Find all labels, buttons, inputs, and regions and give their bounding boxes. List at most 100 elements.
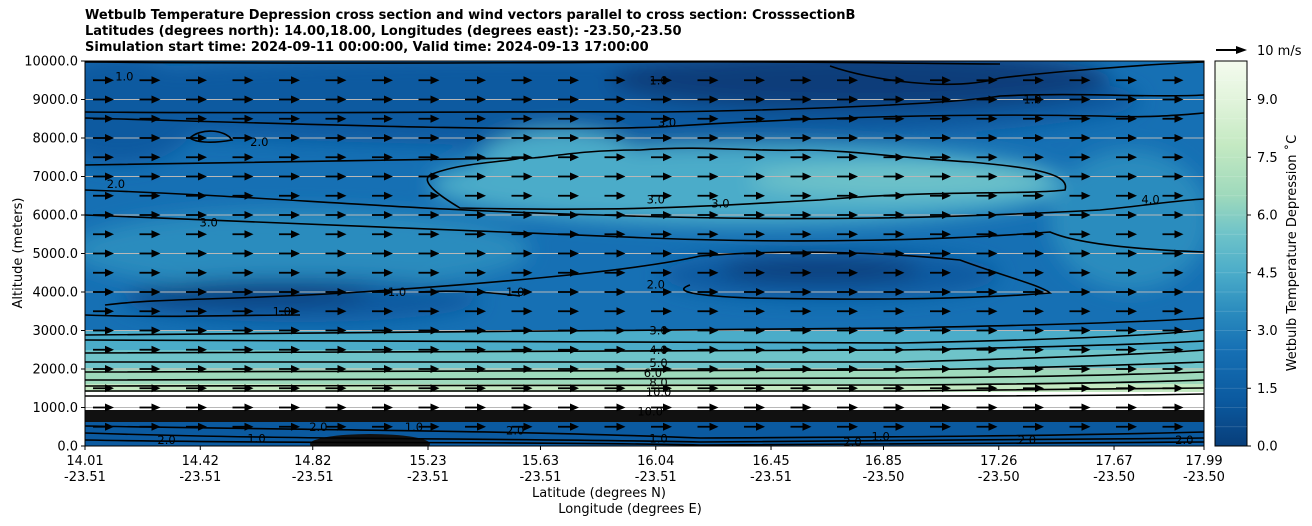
wind-vector-head bbox=[337, 422, 347, 431]
wind-vector-head bbox=[1035, 307, 1044, 316]
wind-vector-head bbox=[105, 268, 114, 277]
wind-vector-head bbox=[942, 172, 951, 181]
wind-vector-head bbox=[988, 153, 998, 162]
wind-vector-head bbox=[198, 403, 207, 412]
wind-vector-head bbox=[430, 422, 440, 431]
wind-vector-head bbox=[663, 76, 672, 85]
wind-vector-head bbox=[663, 403, 672, 412]
wind-vector-head bbox=[802, 191, 812, 200]
wind-vector-head bbox=[1035, 345, 1044, 354]
wind-vector-head bbox=[663, 191, 672, 200]
wind-vector-head bbox=[802, 422, 812, 431]
wind-vector-head bbox=[895, 403, 905, 412]
wind-vector-head bbox=[244, 288, 254, 296]
wind-vector-head bbox=[616, 288, 626, 296]
wind-vector-head bbox=[849, 268, 858, 277]
x-axis: 14.01-23.5114.42-23.5114.82-23.5115.23-2… bbox=[64, 446, 1225, 485]
wind-vector-head bbox=[802, 114, 812, 123]
wind-vector-head bbox=[849, 76, 858, 85]
contour-label: 2.0 bbox=[1018, 433, 1036, 447]
contour-line bbox=[85, 379, 1204, 388]
wind-vector-head bbox=[151, 384, 161, 393]
wind-vector-head bbox=[663, 365, 672, 373]
wind-vector-head bbox=[570, 288, 579, 296]
wind-vector-head bbox=[523, 326, 533, 335]
wind-vector-head bbox=[988, 326, 998, 335]
wind-vector-head bbox=[756, 172, 765, 181]
wind-vector-head bbox=[942, 268, 951, 277]
x-tick-label-lat: 14.01 bbox=[66, 454, 103, 469]
wind-vector-head bbox=[756, 345, 765, 354]
wind-vector-head bbox=[337, 172, 347, 181]
wind-vector-head bbox=[1081, 134, 1091, 142]
wind-vector-head bbox=[477, 95, 486, 104]
wind-vector-head bbox=[105, 307, 114, 316]
wind-vector-head bbox=[1081, 95, 1091, 104]
wind-vector-head bbox=[523, 134, 533, 142]
wind-vector-head bbox=[105, 403, 114, 412]
wind-vector-head bbox=[384, 172, 393, 181]
wind-vector-head bbox=[709, 268, 719, 277]
wind-vector-head bbox=[709, 422, 719, 431]
contour-label: 1.0 bbox=[247, 431, 265, 445]
wind-vector-head bbox=[244, 422, 254, 431]
wind-vector-head bbox=[384, 268, 393, 277]
wind-vector-head bbox=[616, 384, 626, 393]
wind-vector-head bbox=[1081, 307, 1091, 316]
x-tick-label-lon: -23.51 bbox=[407, 470, 449, 485]
wind-vector-head bbox=[756, 326, 765, 335]
wind-vector-head bbox=[430, 211, 440, 219]
wind-vector-head bbox=[244, 365, 254, 373]
wind-vector-head bbox=[895, 211, 905, 219]
wind-vector-head bbox=[616, 172, 626, 181]
wind-vector-head bbox=[756, 268, 765, 277]
wind-vector-head bbox=[105, 249, 114, 258]
contour-line bbox=[85, 361, 1204, 373]
wind-vector-head bbox=[430, 134, 440, 142]
wind-vector-head bbox=[291, 326, 300, 335]
wind-vector-head bbox=[570, 211, 579, 219]
contour-label: 10.0 bbox=[637, 404, 663, 418]
y-tick-label: 10000.0 bbox=[24, 55, 78, 70]
wind-vector-head bbox=[105, 172, 114, 181]
wind-vector-head bbox=[616, 211, 626, 219]
wind-vector-head bbox=[802, 403, 812, 412]
wind-vector-head bbox=[709, 153, 719, 162]
x-tick-label-lon: -23.50 bbox=[863, 470, 905, 485]
contour-label: 1.0 bbox=[649, 431, 667, 445]
wind-vector-head bbox=[570, 95, 579, 104]
wind-vector-head bbox=[1081, 403, 1091, 412]
wind-vector-head bbox=[198, 134, 207, 142]
colorbar-tick-label: 0.0 bbox=[1257, 440, 1278, 455]
wind-vector-head bbox=[709, 211, 719, 219]
wind-vector-head bbox=[1081, 249, 1091, 258]
wind-vector-head bbox=[151, 307, 161, 316]
contour-line bbox=[189, 130, 234, 143]
wind-vector-head bbox=[1081, 365, 1091, 373]
wind-vector-head bbox=[477, 134, 486, 142]
colorbar-label: Wetbulb Temperature Depression ˚C bbox=[1284, 135, 1300, 372]
wind-vector-head bbox=[1081, 345, 1091, 354]
wind-vector-head bbox=[988, 230, 998, 239]
wind-vector-head bbox=[151, 268, 161, 277]
wind-vector-head bbox=[988, 268, 998, 277]
wind-vector-head bbox=[291, 365, 300, 373]
wind-vector-head bbox=[477, 268, 486, 277]
wind-vector-head bbox=[570, 114, 579, 123]
y-tick-label: 1000.0 bbox=[33, 401, 79, 416]
wind-vector-head bbox=[105, 288, 114, 296]
wind-vector-head bbox=[337, 76, 347, 85]
wind-vector-head bbox=[151, 403, 161, 412]
wind-vector-head bbox=[1081, 191, 1091, 200]
wind-vector-head bbox=[337, 191, 347, 200]
wind-vector-head bbox=[1035, 76, 1044, 85]
wind-vector-head bbox=[384, 95, 393, 104]
contour-label: 2.0 bbox=[1175, 433, 1193, 447]
wind-vector-head bbox=[244, 384, 254, 393]
wind-vector-head bbox=[430, 153, 440, 162]
wind-vector-head bbox=[1081, 288, 1091, 296]
wind-vector-head bbox=[802, 153, 812, 162]
wind-vector-head bbox=[802, 307, 812, 316]
wind-vector-head bbox=[105, 422, 114, 431]
wind-vector-head bbox=[709, 249, 719, 258]
